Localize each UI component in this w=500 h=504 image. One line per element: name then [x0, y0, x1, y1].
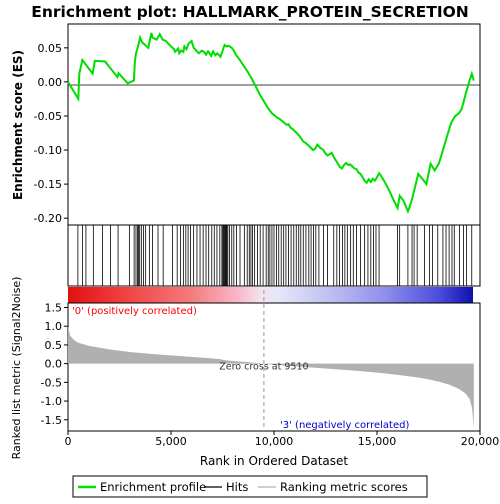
rank-y-tick-label: -1.0 [41, 395, 62, 408]
legend: Enrichment profile Hits Ranking metric s… [72, 475, 428, 498]
legend-enrichment-label: Enrichment profile [100, 480, 206, 494]
rank-y-tick-label: -0.5 [41, 376, 62, 389]
legend-ranking-label: Ranking metric scores [280, 480, 408, 494]
es-y-tick-label: 0.00 [38, 76, 63, 89]
x-tick-label: 15,000 [358, 435, 397, 448]
es-y-tick-label: -0.20 [34, 212, 62, 225]
rank-y-tick-label: -1.5 [41, 414, 62, 427]
es-y-tick-label: 0.05 [38, 42, 63, 55]
rank-y-tick-label: 0.0 [45, 358, 63, 371]
positive-correlation-label: '0' (positively correlated) [72, 306, 197, 317]
legend-hits-label: Hits [226, 480, 248, 494]
es-y-tick-label: -0.10 [34, 144, 62, 157]
zero-cross-label: Zero cross at 9510 [219, 362, 308, 373]
es-panel-frame [67, 23, 481, 226]
es-panel: 0.05 0.00 -0.05 -0.10 -0.15 -0.20 Enrichment … [11, 23, 481, 226]
x-tick-label: 20,000 [461, 435, 500, 448]
rank-y-tick-label: 1.5 [45, 301, 63, 314]
legend-frame [72, 475, 428, 498]
rank-y-tick-label: 0.5 [45, 339, 63, 352]
enrichment-profile-line [67, 32, 475, 215]
hits-panel [67, 224, 481, 303]
es-y-axis: 0.05 0.00 -0.05 -0.10 -0.15 -0.20 [34, 42, 68, 225]
rank-panel: Zero cross at 9510 '0' (positively corre… [10, 277, 481, 460]
hit-lines [77, 225, 473, 286]
chart-title: Enrichment plot: HALLMARK_PROTEIN_SECRET… [31, 3, 468, 21]
rank-y-tick-label: 1.0 [45, 320, 63, 333]
es-y-tick-label: -0.15 [34, 178, 62, 191]
rank-heatmap-bar [68, 287, 473, 303]
x-tick-label: 5,000 [155, 435, 187, 448]
x-tick-label: 10,000 [255, 435, 294, 448]
rank-y-axis-label: Ranked list metric (Signal2Noise) [10, 277, 23, 460]
x-tick-label: 0 [65, 435, 72, 448]
x-axis-label: Rank in Ordered Dataset [200, 454, 348, 468]
es-y-axis-label: Enrichment score (ES) [11, 50, 25, 200]
es-y-tick-label: -0.05 [34, 110, 62, 123]
negative-correlation-label: '3' (negatively correlated) [280, 420, 409, 431]
x-axis: 0 5,000 10,000 15,000 20,000 [65, 431, 500, 448]
rank-y-axis: 1.5 1.0 0.5 0.0 -0.5 -1.0 -1.5 [41, 301, 68, 427]
